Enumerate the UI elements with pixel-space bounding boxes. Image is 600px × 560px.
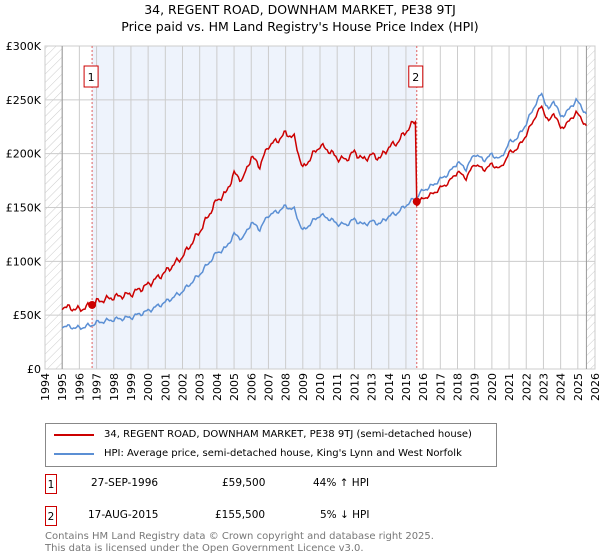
x-tick-label: 2004 <box>211 373 224 401</box>
x-tick-label: 2014 <box>383 373 396 401</box>
sale-price: £155,500 <box>215 509 266 521</box>
sale-label-number: 1 <box>88 71 95 84</box>
sale-point <box>88 300 97 309</box>
footer-line-1: Contains HM Land Registry data © Crown c… <box>45 531 434 542</box>
x-tick-label: 2016 <box>417 373 430 401</box>
sale-date: 17-AUG-2015 <box>88 509 159 521</box>
y-tick-label: £100K <box>6 255 42 268</box>
x-tick-label: 1994 <box>39 373 52 401</box>
hpi-line <box>61 92 587 331</box>
x-tick-label: 2012 <box>348 373 361 401</box>
legend-property-swatch <box>54 433 94 436</box>
x-tick-label: 2024 <box>555 373 568 401</box>
x-tick-label: 2009 <box>297 373 310 401</box>
x-tick-label: 2008 <box>280 373 293 401</box>
sale-hpi-delta: 5% ↓ HPI <box>320 509 370 521</box>
x-tick-label: 2013 <box>366 373 379 401</box>
chart-subtitle: Price paid vs. HM Land Registry's House … <box>121 19 479 34</box>
sale-label-number: 2 <box>412 71 419 84</box>
x-tick-label: 1995 <box>56 373 69 401</box>
x-tick-label: 2015 <box>400 373 413 401</box>
y-tick-label: £150K <box>6 202 42 215</box>
x-tick-label: 2007 <box>262 373 275 401</box>
x-tick-label: 2003 <box>194 373 207 401</box>
legend-hpi-swatch <box>54 452 94 455</box>
legend-hpi-label: HPI: Average price, semi-detached house,… <box>104 448 462 459</box>
sale-hpi-delta: 44% ↑ HPI <box>313 477 370 489</box>
y-tick-label: £0 <box>27 363 41 376</box>
x-tick-label: 1996 <box>73 373 86 401</box>
legend: 34, REGENT ROAD, DOWNHAM MARKET, PE38 9T… <box>45 423 497 467</box>
y-tick-label: £300K <box>6 40 42 53</box>
sale-point <box>412 197 421 206</box>
x-tick-label: 1999 <box>125 373 138 401</box>
x-tick-label: 2023 <box>537 373 550 401</box>
sale-marker-badge: 1 <box>45 474 57 494</box>
legend-property-label: 34, REGENT ROAD, DOWNHAM MARKET, PE38 9T… <box>104 429 472 440</box>
x-tick-label: 1997 <box>91 373 104 401</box>
y-tick-label: £250K <box>6 94 42 107</box>
sale-price: £59,500 <box>222 477 266 489</box>
x-tick-label: 2005 <box>228 373 241 401</box>
x-tick-label: 2019 <box>469 373 482 401</box>
sale-label-box <box>83 65 99 88</box>
sale-label-box <box>408 65 424 88</box>
x-tick-label: 2021 <box>503 373 516 401</box>
x-tick-label: 2022 <box>520 373 533 401</box>
x-tick-label: 2002 <box>177 373 190 401</box>
footer-line-2: This data is licensed under the Open Gov… <box>45 543 364 554</box>
chart-title: 34, REGENT ROAD, DOWNHAM MARKET, PE38 9T… <box>144 2 456 17</box>
x-tick-label: 1998 <box>108 373 121 401</box>
x-tick-label: 2000 <box>142 373 155 401</box>
x-tick-label: 2018 <box>452 373 465 401</box>
x-tick-label: 2020 <box>486 373 499 401</box>
x-tick-label: 2011 <box>331 373 344 401</box>
sale-date: 27-SEP-1996 <box>91 477 159 489</box>
x-tick-label: 2017 <box>434 373 447 401</box>
x-tick-label: 2010 <box>314 373 327 401</box>
x-tick-label: 2006 <box>245 373 258 401</box>
x-tick-label: 2026 <box>589 373 600 401</box>
plot-area: 1994 1995 1996 1997 1998 1999 2000 2001 2002 2003… <box>6 40 600 401</box>
footer: Contains HM Land Registry data © Crown c… <box>45 531 434 555</box>
x-tick-label: 2025 <box>572 373 585 401</box>
sale-marker-badge: 2 <box>45 506 57 526</box>
y-tick-label: £50K <box>13 309 42 322</box>
property-price-line <box>61 104 587 313</box>
y-tick-label: £200K <box>6 148 42 161</box>
x-tick-label: 2001 <box>159 373 172 401</box>
